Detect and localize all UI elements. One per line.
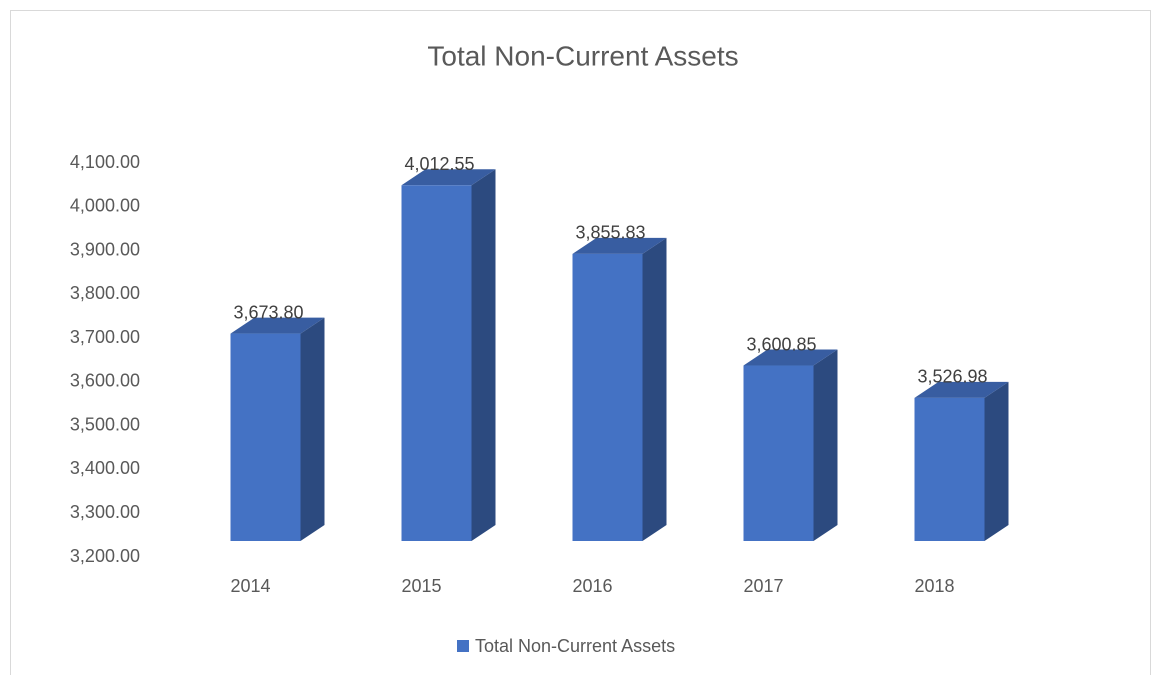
y-tick-label: 3,800.00 — [70, 283, 140, 303]
bar-top — [572, 237, 667, 254]
x-tick-label: 2016 — [572, 576, 612, 596]
data-label: 3,600.85 — [746, 334, 816, 354]
y-tick-label: 3,700.00 — [70, 327, 140, 347]
bar-top — [743, 349, 838, 366]
data-label: 3,855.83 — [575, 223, 645, 243]
y-tick-label: 3,500.00 — [70, 414, 140, 434]
bar-side — [813, 349, 838, 541]
y-tick-label: 3,600.00 — [70, 371, 140, 391]
x-tick-label: 2017 — [743, 576, 783, 596]
data-label: 4,012.55 — [404, 154, 474, 174]
y-tick-label: 4,000.00 — [70, 196, 140, 216]
bar — [914, 397, 985, 541]
bar-top — [401, 169, 496, 186]
x-tick-label: 2015 — [401, 576, 441, 596]
bar — [572, 253, 643, 541]
data-label: 3,526.98 — [917, 367, 987, 387]
bar-top — [914, 381, 1009, 398]
y-tick-label: 3,300.00 — [70, 502, 140, 522]
chart-border — [10, 10, 1151, 675]
x-tick-label: 2014 — [230, 576, 270, 596]
bar — [743, 365, 814, 541]
bar-top — [230, 317, 325, 334]
legend-label: Total Non-Current Assets — [475, 636, 675, 656]
bar-side — [642, 237, 667, 541]
y-tick-label: 3,200.00 — [70, 546, 140, 566]
x-tick-label: 2018 — [914, 576, 954, 596]
bar — [230, 333, 301, 541]
bar — [401, 185, 472, 541]
legend-swatch — [457, 640, 469, 652]
bar-side — [471, 169, 496, 541]
data-label: 3,673.80 — [233, 302, 303, 322]
y-tick-label: 3,400.00 — [70, 458, 140, 478]
y-tick-label: 3,900.00 — [70, 239, 140, 259]
bar-side — [984, 381, 1009, 541]
chart-title: Total Non-Current Assets — [427, 40, 738, 71]
y-tick-label: 4,100.00 — [70, 152, 140, 172]
bar-side — [300, 317, 325, 541]
